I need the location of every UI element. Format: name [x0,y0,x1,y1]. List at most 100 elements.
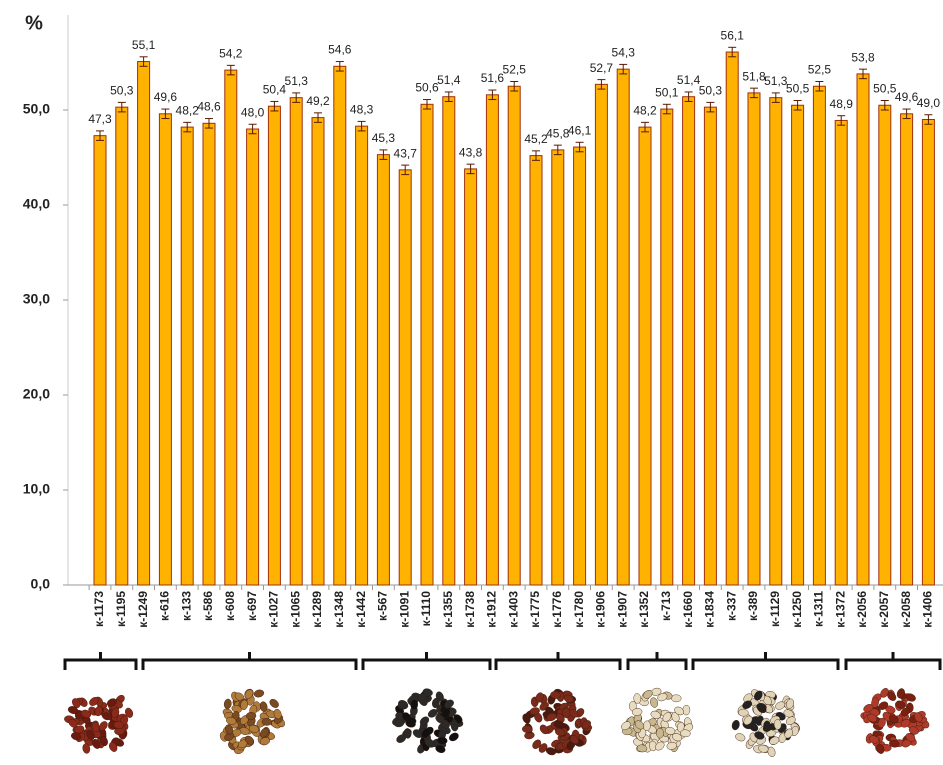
x-tick-label: к-1129 [768,591,782,627]
x-tick-label: к-713 [659,591,673,621]
bar [224,69,238,586]
seed [435,744,446,754]
seed [403,728,412,739]
bar [834,119,848,586]
seed [424,737,434,747]
seed-image [392,688,464,754]
value-label: 51,8 [742,69,766,83]
group-bracket [494,652,622,670]
value-label: 50,4 [263,83,287,97]
x-tick-label: к-586 [201,591,215,621]
seed [68,718,78,728]
seed [621,721,631,731]
x-tick-label: к-1355 [441,591,455,628]
bar [573,146,587,586]
seed [878,701,889,710]
seed [67,706,79,714]
seed [666,742,677,750]
x-tick-label: к-608 [223,591,237,621]
seed [650,697,658,708]
bar [311,117,325,586]
seed [785,716,796,725]
seed [655,741,665,751]
x-tick-label: к-1660 [681,591,695,628]
x-tick-label: к-1311 [812,591,826,627]
group-bracket [141,652,358,670]
seed [896,688,905,699]
group-bracket [63,652,138,670]
value-label: 50,5 [786,82,810,96]
value-label: 50,5 [873,82,897,96]
seed [550,691,561,699]
value-label: 52,7 [590,61,614,75]
seed [89,697,99,706]
value-label: 50,3 [110,84,134,98]
seed [226,716,237,725]
value-label: 46,1 [568,123,592,137]
bar [616,68,630,586]
seed [633,693,642,704]
seed [784,728,793,739]
seed [735,733,746,742]
seed [393,719,405,728]
seed [239,727,250,735]
seed [656,728,664,739]
seed [568,709,579,718]
seed [556,713,565,723]
value-label: 49,0 [917,96,941,110]
seed [421,728,431,739]
bar [791,104,805,586]
x-tick-label: к-1738 [463,591,477,628]
value-label: 45,2 [524,132,548,146]
group-bracket [626,652,688,670]
seed [680,729,691,738]
seed [273,708,282,720]
seed [450,720,459,732]
seed [554,728,566,737]
x-tick-label: к-567 [376,591,390,621]
seed [244,689,254,700]
bar [725,51,739,586]
x-tick-label: к-616 [158,591,172,621]
seed [562,707,571,719]
seed [767,746,776,757]
seed-image [731,689,800,757]
bar [529,155,543,586]
value-label: 48,2 [176,104,200,118]
seed [74,725,85,734]
seed [786,698,794,709]
seed [538,743,548,753]
seed [91,721,100,733]
bar [812,85,826,586]
seed [662,712,672,722]
y-tick-label: 40,0 [23,196,50,212]
seed [109,742,118,752]
seed [269,698,279,708]
seed [908,726,919,735]
seed [99,736,108,747]
value-label: 50,3 [699,84,723,98]
seed [895,700,906,709]
x-tick-label: к-1348 [332,591,346,628]
seed [769,736,780,745]
bar [289,97,303,586]
bar [464,168,478,586]
bar [747,92,761,586]
seed [405,717,417,725]
seed [70,732,82,741]
value-label: 54,6 [328,43,352,57]
seed [877,717,886,728]
seed [419,716,430,726]
seed [671,694,682,703]
value-label: 48,3 [350,103,374,117]
bar [769,97,783,586]
value-label: 43,7 [394,146,418,160]
x-tick-label: к-1775 [528,591,542,628]
seed [778,732,787,743]
bar [355,125,369,586]
seed [905,733,916,742]
value-label: 50,1 [655,85,679,99]
seed [636,744,648,753]
bar [878,104,892,586]
value-label: 45,8 [546,126,570,140]
